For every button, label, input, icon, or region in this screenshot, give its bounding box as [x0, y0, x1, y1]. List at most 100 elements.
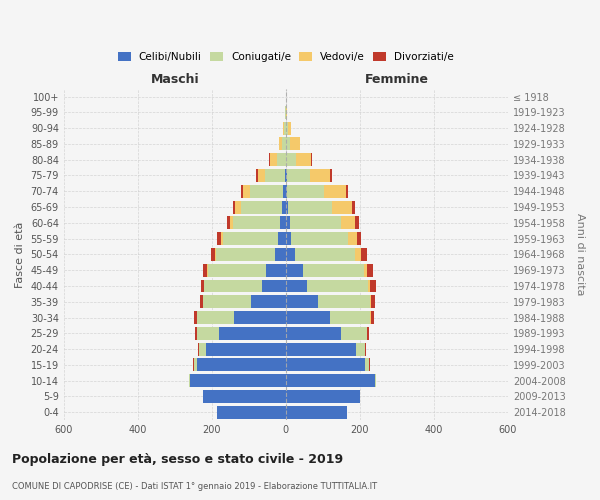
Y-axis label: Anni di nascita: Anni di nascita — [575, 213, 585, 296]
Bar — [286, 106, 287, 119]
Bar — [286, 311, 329, 324]
Bar — [371, 311, 374, 324]
Bar — [368, 280, 370, 292]
Bar — [282, 200, 286, 213]
Bar — [286, 264, 302, 276]
Bar — [208, 264, 266, 276]
Bar — [217, 232, 221, 245]
Bar — [193, 358, 194, 372]
Bar — [194, 311, 197, 324]
Bar — [278, 232, 286, 245]
Bar — [286, 153, 296, 166]
Bar — [223, 232, 278, 245]
Bar — [199, 342, 206, 355]
Bar — [265, 169, 285, 182]
Bar — [241, 185, 243, 198]
Bar — [311, 153, 312, 166]
Bar — [206, 342, 286, 355]
Legend: Celibi/Nubili, Coniugati/e, Vedovi/e, Divorziati/e: Celibi/Nubili, Coniugati/e, Vedovi/e, Di… — [114, 48, 458, 66]
Bar — [197, 358, 286, 372]
Bar — [277, 153, 286, 166]
Bar — [197, 327, 219, 340]
Bar — [235, 200, 241, 213]
Bar — [356, 342, 365, 355]
Bar — [302, 264, 364, 276]
Bar — [287, 185, 323, 198]
Bar — [289, 200, 332, 213]
Bar — [221, 232, 223, 245]
Bar — [216, 248, 275, 261]
Bar — [286, 342, 356, 355]
Bar — [287, 169, 310, 182]
Bar — [355, 248, 361, 261]
Bar — [288, 122, 292, 134]
Bar — [250, 185, 283, 198]
Bar — [215, 248, 216, 261]
Bar — [341, 216, 355, 230]
Bar — [365, 358, 369, 372]
Bar — [266, 264, 286, 276]
Bar — [269, 153, 277, 166]
Bar — [203, 296, 251, 308]
Bar — [227, 216, 230, 230]
Bar — [256, 169, 258, 182]
Bar — [357, 232, 361, 245]
Y-axis label: Fasce di età: Fasce di età — [15, 221, 25, 288]
Bar — [296, 153, 311, 166]
Bar — [219, 327, 286, 340]
Bar — [352, 200, 355, 213]
Bar — [286, 327, 341, 340]
Bar — [295, 248, 355, 261]
Bar — [319, 296, 370, 308]
Bar — [284, 122, 286, 134]
Bar — [286, 374, 374, 387]
Bar — [290, 138, 299, 150]
Bar — [197, 311, 234, 324]
Bar — [286, 138, 290, 150]
Bar — [286, 185, 287, 198]
Bar — [280, 216, 286, 230]
Bar — [200, 296, 203, 308]
Bar — [371, 296, 375, 308]
Bar — [234, 311, 286, 324]
Bar — [251, 296, 286, 308]
Bar — [286, 200, 289, 213]
Bar — [330, 169, 332, 182]
Bar — [285, 169, 286, 182]
Bar — [286, 248, 295, 261]
Bar — [217, 406, 286, 418]
Bar — [194, 358, 197, 372]
Bar — [283, 185, 286, 198]
Text: COMUNE DI CAPODRISE (CE) - Dati ISTAT 1° gennaio 2019 - Elaborazione TUTTITALIA.: COMUNE DI CAPODRISE (CE) - Dati ISTAT 1°… — [12, 482, 377, 491]
Bar — [230, 216, 233, 230]
Bar — [203, 264, 208, 276]
Bar — [275, 248, 286, 261]
Bar — [203, 390, 286, 403]
Bar — [365, 342, 366, 355]
Bar — [198, 342, 199, 355]
Bar — [211, 248, 215, 261]
Bar — [286, 122, 288, 134]
Bar — [341, 327, 367, 340]
Bar — [286, 406, 347, 418]
Bar — [262, 280, 286, 292]
Bar — [367, 264, 373, 276]
Bar — [361, 248, 367, 261]
Bar — [307, 280, 368, 292]
Bar — [292, 232, 347, 245]
Bar — [323, 185, 346, 198]
Bar — [233, 200, 235, 213]
Bar — [190, 374, 286, 387]
Bar — [347, 232, 357, 245]
Bar — [286, 358, 365, 372]
Bar — [370, 280, 376, 292]
Bar — [241, 200, 282, 213]
Bar — [282, 138, 286, 150]
Bar — [286, 296, 319, 308]
Bar — [286, 216, 290, 230]
Bar — [374, 374, 376, 387]
Bar — [364, 264, 367, 276]
Bar — [195, 327, 197, 340]
Bar — [369, 358, 370, 372]
Bar — [346, 185, 348, 198]
